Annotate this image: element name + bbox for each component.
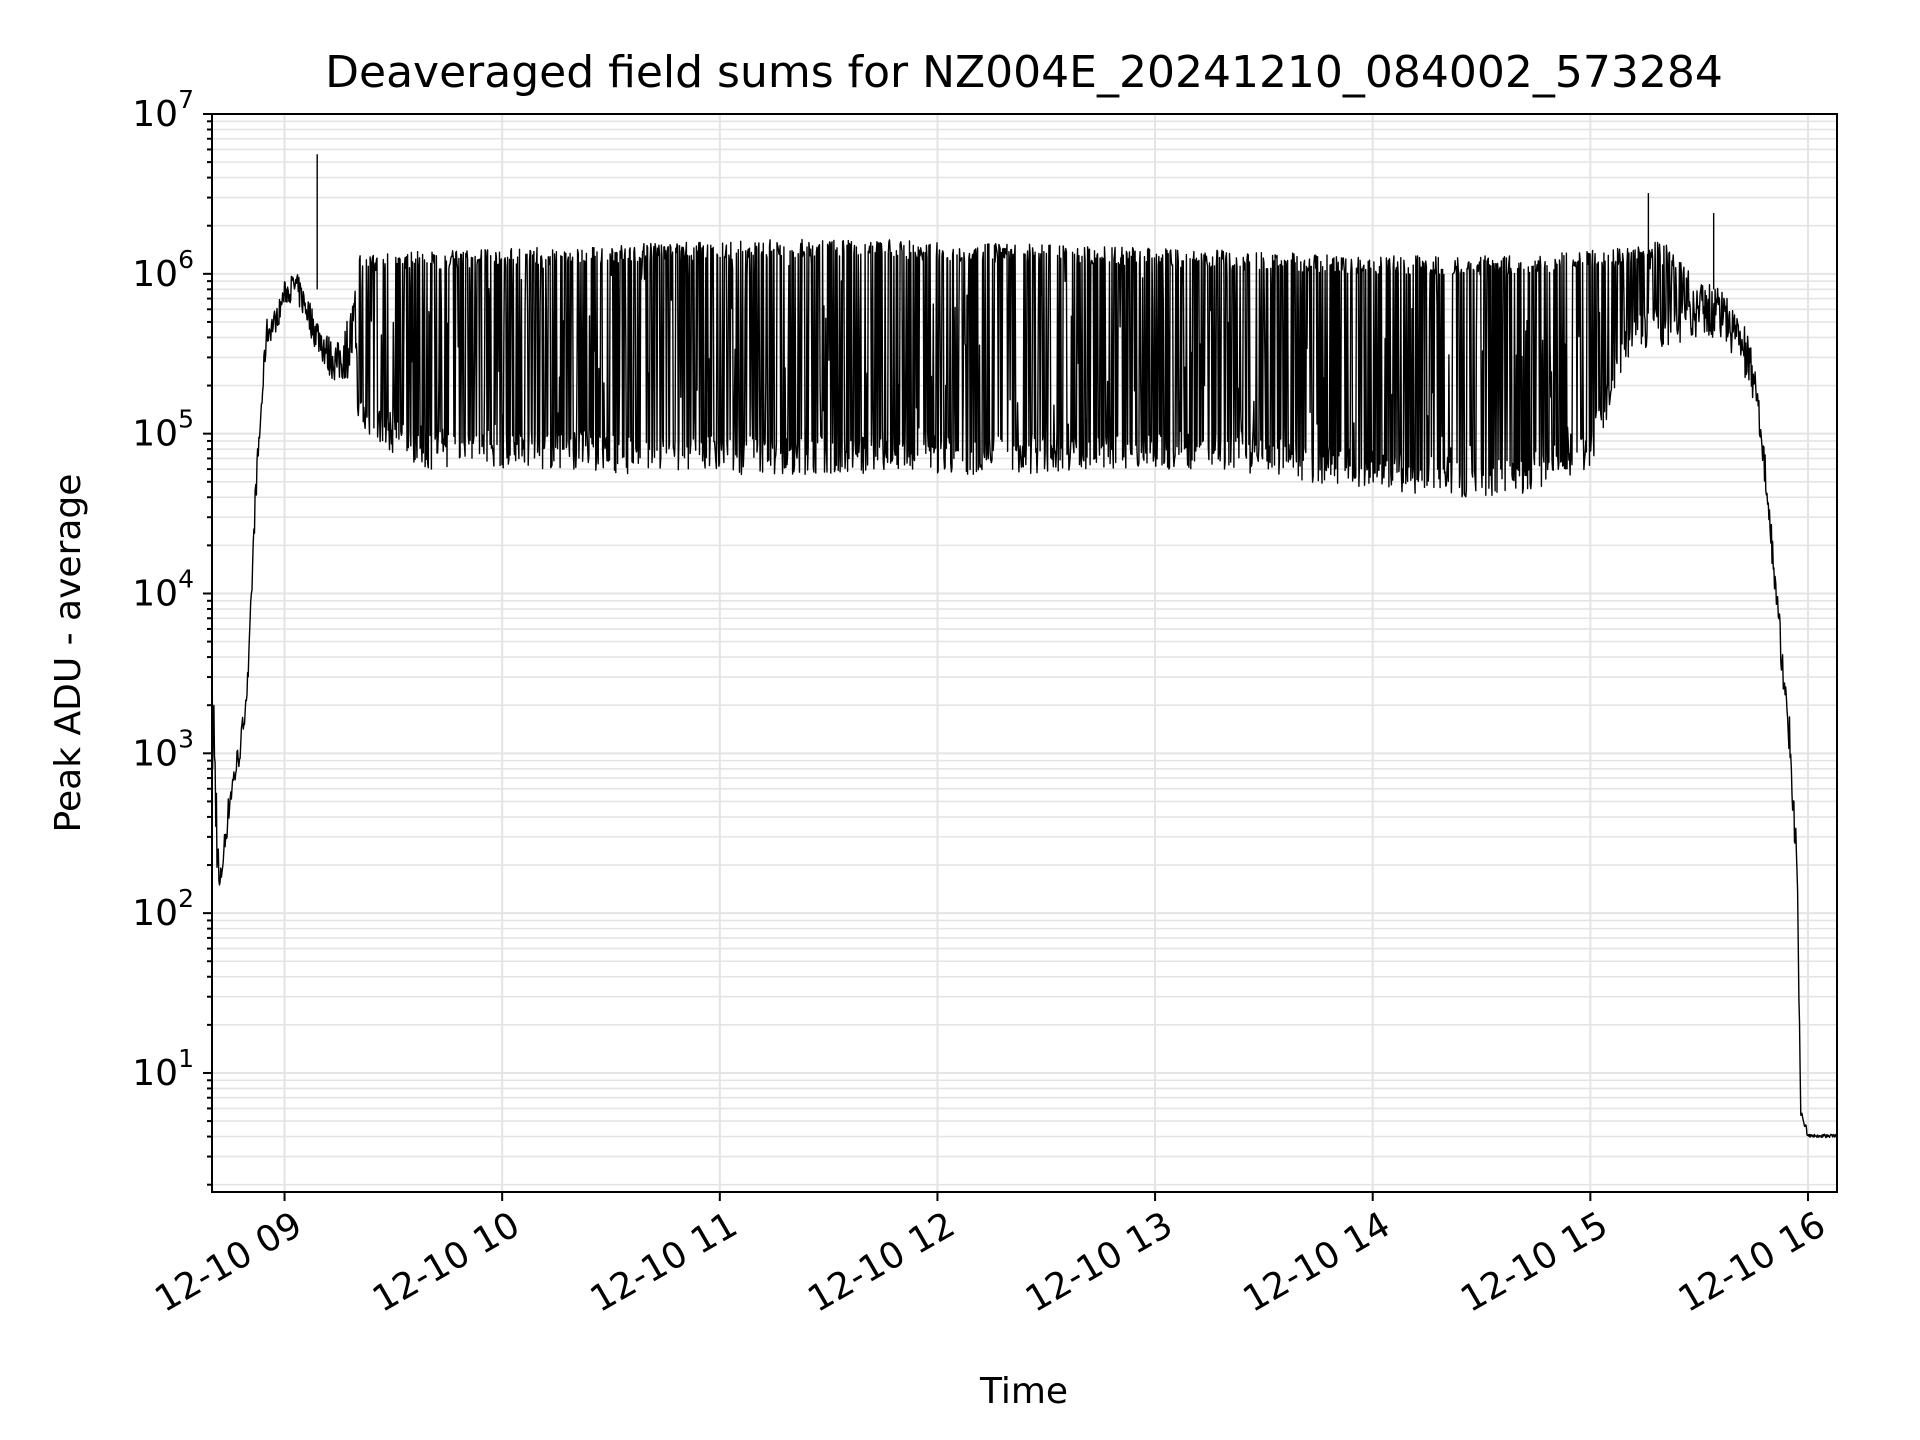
y-axis-label: Peak ADU - average [48,474,89,833]
y-tick-label: 105 [132,405,194,455]
y-tick-label: 106 [132,245,194,295]
y-tick-label: 107 [132,85,194,135]
y-tick-label: 104 [132,564,194,614]
plot-frame [211,113,1838,1193]
y-tick-label: 103 [132,724,194,774]
y-tick-label: 101 [132,1044,194,1094]
series-layer [211,154,1838,1139]
x-axis-label: Time [979,1371,1068,1412]
chart-title: Deaveraged field sums for NZ004E_2024121… [325,47,1723,98]
y-tick-label: 102 [132,884,194,934]
series-line [211,238,1838,1139]
